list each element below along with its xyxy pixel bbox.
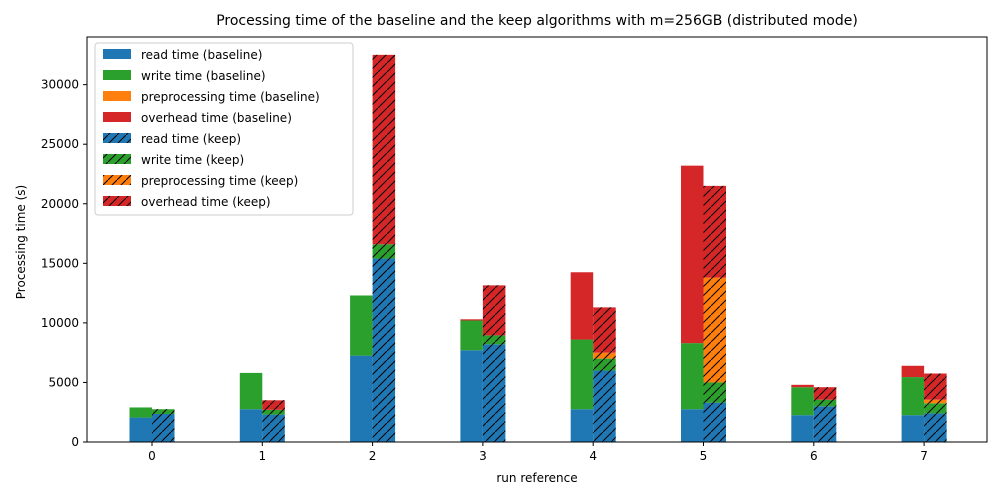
legend-swatch [103, 91, 131, 101]
bar-hatch-keep-write-7 [924, 403, 947, 414]
bar-hatch-keep-write-6 [813, 399, 837, 407]
bar-baseline-overhead-5 [681, 165, 704, 344]
bar-baseline-write-7 [901, 377, 925, 416]
bar-hatch-keep-overhead-6 [813, 387, 837, 400]
bar-hatch-keep-write-5 [703, 382, 726, 403]
legend-swatch-hatch [103, 196, 131, 206]
bar-hatch-keep-write-3 [482, 335, 506, 345]
bar-baseline-read-7 [901, 415, 925, 442]
legend-swatch [103, 70, 131, 80]
legend-label: read time (baseline) [141, 48, 262, 62]
bar-hatch-keep-overhead-3 [482, 285, 506, 336]
bar-baseline-read-4 [570, 409, 594, 442]
legend-label: write time (baseline) [141, 69, 266, 83]
y-axis-label: Processing time (s) [14, 185, 28, 299]
legend-label: write time (keep) [141, 153, 244, 167]
legend-label: preprocessing time (keep) [141, 174, 298, 188]
bar-baseline-write-1 [239, 372, 263, 410]
x-tick-label: 7 [920, 449, 928, 463]
bar-hatch-keep-preprocessing-7 [924, 399, 947, 404]
legend-label: overhead time (baseline) [141, 111, 292, 125]
bar-baseline-write-3 [460, 320, 483, 351]
bar-hatch-keep-read-1 [262, 414, 285, 442]
y-tick-label: 20000 [41, 197, 79, 211]
bar-hatch-keep-write-0 [152, 409, 175, 415]
bar-hatch-keep-overhead-5 [703, 185, 726, 278]
bar-baseline-read-2 [350, 355, 373, 442]
bar-hatch-keep-overhead-2 [372, 54, 396, 245]
x-axis-label: run reference [496, 471, 577, 485]
legend-swatch-hatch [103, 133, 131, 143]
bar-hatch-keep-overhead-1 [262, 400, 285, 410]
axes-layer: 0 5000 10000 15000 20000 25000 30000 0 1 2 3 4 5 6 7 [41, 36, 988, 463]
bar-hatch-keep-read-4 [593, 370, 616, 442]
x-tick-label: 4 [589, 449, 597, 463]
chart-title: Processing time of the baseline and the … [216, 13, 858, 29]
legend-swatch-hatch [103, 175, 131, 185]
bar-hatch-keep-read-6 [813, 406, 837, 442]
legend-label: preprocessing time (baseline) [141, 90, 320, 104]
bar-baseline-write-2 [350, 295, 373, 356]
bar-baseline-read-0 [129, 417, 152, 442]
bar-hatch-keep-preprocessing-4 [593, 352, 616, 359]
bar-baseline-read-3 [460, 350, 483, 442]
legend: read time (baseline) write time (baseline… [94, 42, 354, 216]
x-tick-label: 0 [148, 449, 156, 463]
bar-baseline-write-4 [570, 339, 594, 410]
bar-baseline-overhead-4 [570, 272, 594, 340]
plot-frame [86, 36, 988, 443]
bar-baseline-overhead-3 [460, 319, 483, 321]
bar-hatch-keep-read-3 [482, 344, 506, 442]
x-tick-label: 2 [369, 449, 377, 463]
x-tick-label: 3 [479, 449, 487, 463]
bar-hatch-keep-write-1 [262, 409, 285, 415]
bar-baseline-write-5 [681, 343, 704, 410]
bar-baseline-read-1 [239, 409, 263, 442]
legend-swatch-hatch [103, 154, 131, 164]
legend-box [94, 42, 354, 216]
legend-label: read time (keep) [141, 132, 241, 146]
x-tick-label: 6 [810, 449, 818, 463]
y-tick-label: 15000 [41, 256, 79, 270]
bar-hatch-keep-overhead-4 [593, 307, 616, 353]
y-tick-label: 5000 [48, 375, 79, 389]
x-tick-label: 5 [700, 449, 708, 463]
bar-baseline-read-6 [791, 415, 814, 442]
bar-hatch-keep-write-2 [372, 244, 396, 259]
bar-hatch-keep-read-5 [703, 402, 726, 442]
bar-baseline-read-5 [681, 409, 704, 442]
legend-swatch [103, 49, 131, 59]
y-tick-label: 10000 [41, 316, 79, 330]
bar-baseline-write-0 [129, 407, 152, 418]
y-tick-label: 30000 [41, 78, 79, 92]
bar-baseline-overhead-6 [791, 384, 814, 388]
y-tick-label: 0 [71, 435, 79, 449]
bar-hatch-keep-write-4 [593, 358, 616, 371]
bar-hatch-keep-read-0 [152, 414, 175, 442]
bar-hatch-keep-read-2 [372, 258, 396, 442]
bars-layer [129, 54, 947, 442]
x-tick-label: 1 [258, 449, 266, 463]
legend-label: overhead time (keep) [141, 195, 271, 209]
bar-hatch-keep-overhead-7 [924, 373, 947, 400]
y-tick-label: 25000 [41, 137, 79, 151]
bar-baseline-write-6 [791, 387, 814, 416]
bar-baseline-overhead-7 [901, 365, 925, 378]
legend-swatch [103, 112, 131, 122]
bar-hatch-keep-preprocessing-5 [703, 277, 726, 383]
bar-hatch-keep-read-7 [924, 413, 947, 442]
